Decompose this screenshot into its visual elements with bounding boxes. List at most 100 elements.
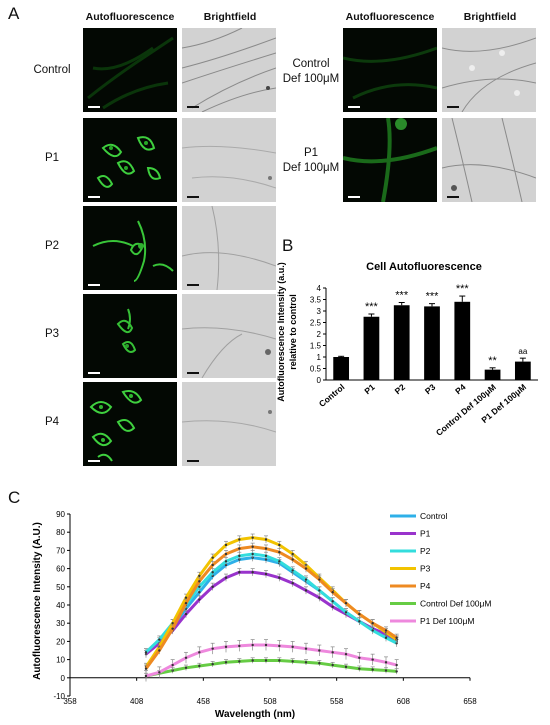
spectrum-point [144, 674, 148, 678]
micrograph-bright-p1-def [442, 118, 536, 202]
spectrum-point [264, 572, 268, 576]
bar-annotation: *** [426, 291, 440, 303]
spectrum-point [395, 663, 398, 667]
spectrum-point [318, 649, 321, 652]
scale-bar [88, 196, 100, 198]
spectrum-point [144, 651, 148, 654]
spectrum-point [344, 601, 348, 605]
bar [333, 357, 350, 380]
spectrum-point [251, 552, 254, 556]
scale-bar [447, 106, 459, 108]
spectrum-point [184, 656, 188, 659]
spectrum-point [331, 600, 334, 603]
spectrum-xtick-label: 458 [197, 697, 211, 706]
bar-chart-ytick-label: 4 [317, 284, 322, 293]
row-label-control-def-line2: Def 100μM [282, 73, 340, 85]
bar-annotation: *** [395, 289, 409, 301]
bar [393, 305, 410, 380]
panel-b-letter: B [282, 236, 294, 255]
spectrum-xtick-label: 658 [463, 697, 477, 706]
spectrum-point [344, 652, 348, 656]
spectrum-ytick-label: 80 [56, 528, 65, 537]
spectrum-point [318, 596, 321, 599]
spectrum-point [331, 663, 334, 667]
micrograph-fluo-p3 [83, 294, 177, 378]
spectrum-point [224, 661, 228, 664]
spectrum-ytick-label: 40 [56, 601, 65, 610]
spectrum-point [264, 554, 268, 558]
scale-bar [348, 106, 360, 108]
spectrum-ytick-label: 50 [56, 583, 65, 592]
scale-bar [187, 106, 199, 108]
spectrum-point [384, 629, 388, 632]
micrograph-fluo-control [83, 28, 177, 112]
spectrum-point [251, 659, 254, 662]
legend-label: P2 [420, 546, 431, 556]
spectrum-point [344, 611, 348, 614]
spectrum-point [171, 622, 174, 625]
spectrum-point [371, 629, 374, 632]
bar-chart-ytick-label: 2 [317, 330, 322, 339]
spectrum-point [384, 636, 388, 639]
row-label-p3: P3 [44, 328, 60, 340]
spectrum-point [304, 661, 308, 664]
spectrum-point [171, 663, 174, 667]
spectrum-point [198, 585, 201, 588]
micrograph-bright-p2 [182, 206, 276, 290]
spectrum-point [278, 543, 281, 547]
spectrum-ytick-label: 20 [56, 637, 65, 646]
spectrum-point [238, 571, 241, 574]
spectrum-point [198, 598, 201, 601]
row-label-control-def-line1: Control [292, 58, 330, 70]
spectrum-point [171, 627, 174, 630]
row-label-p1: P1 [44, 152, 60, 164]
spectrum-point [158, 671, 161, 674]
scale-bar [348, 196, 360, 198]
legend-label: P1 Def 100μM [420, 616, 475, 626]
spectrum-point [304, 567, 308, 570]
spectrum-point [264, 643, 268, 647]
spectrum-point [358, 620, 361, 623]
spectrum-ytick-label: 10 [56, 656, 65, 665]
col-head-brightfield-left: Brightfield [203, 11, 257, 23]
spectrum-point [251, 536, 254, 539]
spectrum-point [198, 574, 201, 578]
scale-bar [187, 372, 199, 374]
col-head-brightfield-right: Brightfield [463, 11, 517, 23]
spectrum-point [211, 556, 214, 559]
spectrum-series [144, 533, 399, 671]
bar-category-label: Control [317, 382, 347, 409]
row-label-p1-def-line1: P1 [303, 147, 319, 159]
bar-chart-ytick-label: 3 [317, 307, 322, 316]
bar [424, 306, 440, 380]
micrograph-fluo-p1 [83, 118, 177, 202]
spectrum-point [224, 552, 228, 556]
spectrum-point [318, 662, 321, 665]
row-label-p2: P2 [44, 240, 60, 252]
spectrum-point [158, 638, 161, 641]
bar-chart-ytick-label: 0 [317, 376, 322, 385]
spectrum-point [211, 662, 214, 666]
micrograph-fluo-p2 [83, 206, 177, 290]
spectrum-ytick-label: 90 [56, 510, 65, 519]
spectrum-xtick-label: 558 [330, 697, 344, 706]
spectrum-point [384, 669, 388, 672]
spectrum-series [144, 657, 399, 679]
spectrum-ytick-label: 70 [56, 546, 65, 555]
spectrum-point [264, 547, 268, 550]
bar [514, 361, 531, 380]
panel-a-letter: A [8, 4, 20, 23]
spectrum-point [238, 538, 241, 541]
bar-chart-ytick-label: 2.5 [310, 319, 322, 328]
bar [484, 369, 501, 380]
micrograph-fluo-p1-def [343, 118, 437, 202]
bar-category-label: P4 [453, 382, 468, 397]
spectrum-xtick-label: 508 [263, 697, 277, 706]
bar-chart-ylabel-line2: relative to control [288, 294, 298, 370]
bar-chart-bars: Control***P1***P2***P3***P4**Control Def… [317, 283, 531, 438]
spectrum-point [198, 664, 201, 668]
spectrum-point [184, 612, 188, 616]
spectrum-point [211, 563, 214, 567]
scale-bar [187, 460, 199, 462]
spectrum-point [184, 601, 188, 605]
